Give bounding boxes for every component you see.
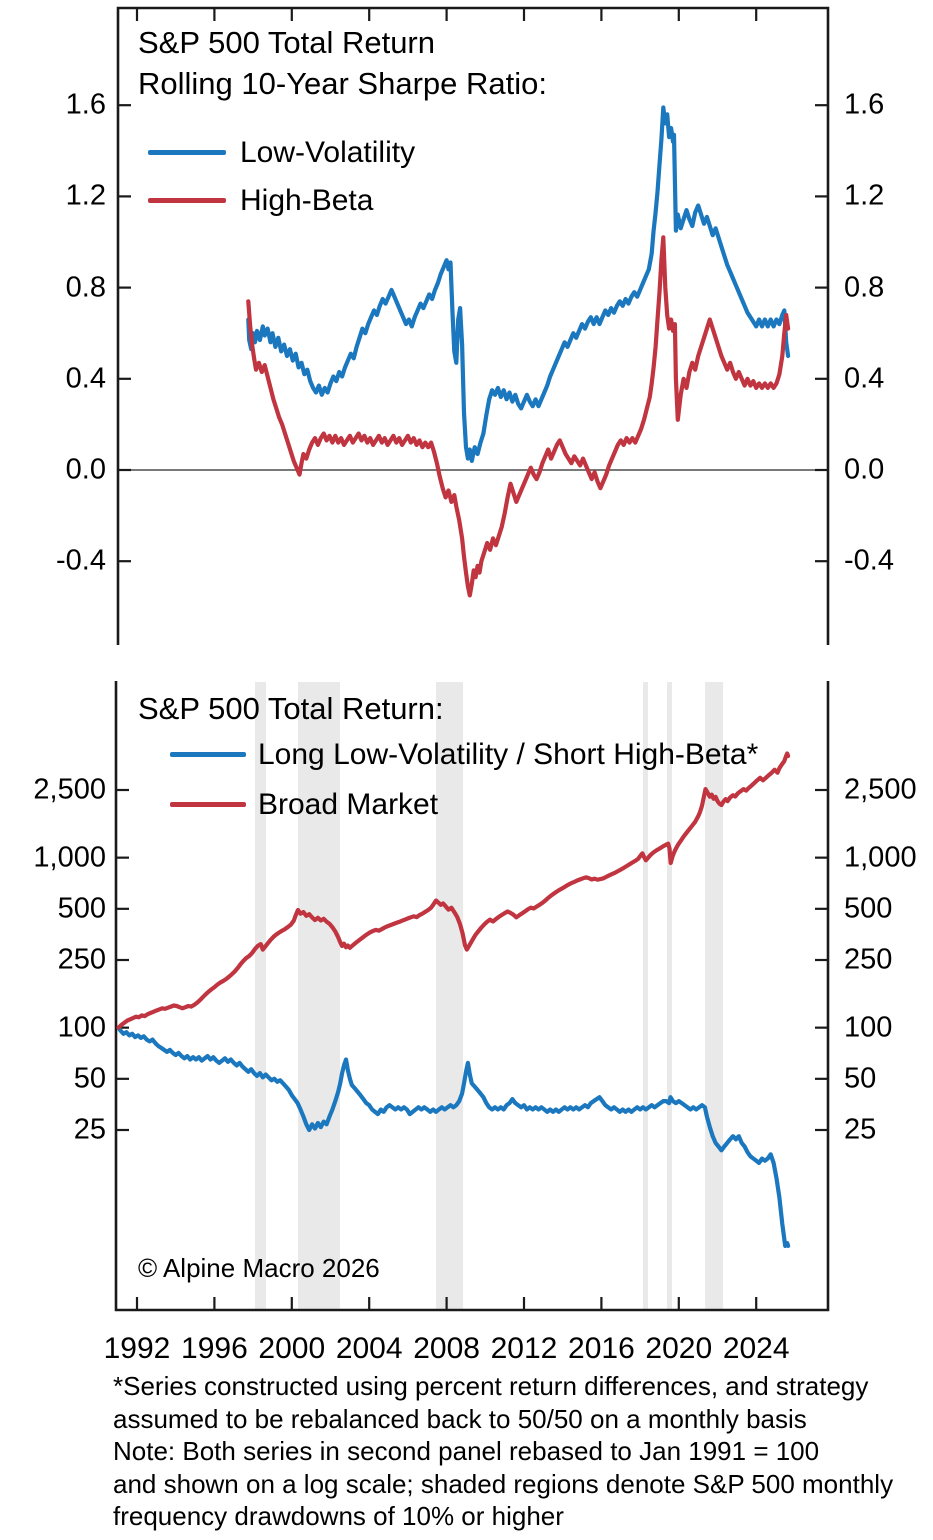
y-axis-tick-label: 2,500 — [844, 773, 917, 806]
y-axis-tick-label: -0.4 — [844, 544, 894, 577]
y-axis-labels-right: 1.6 1.2 0.8 0.4 0.0 -0.4 2,500 1,000 500 250 100 50… — [844, 0, 933, 1540]
y-axis-tick-label: 0.8 — [65, 271, 106, 304]
footnote-line: frequency drawdowns of 10% or higher — [113, 1501, 564, 1531]
y-axis-tick-label: 0.8 — [844, 271, 885, 304]
y-axis-tick-label: 1,000 — [33, 841, 106, 874]
y-axis-tick-label: 2,500 — [33, 773, 106, 806]
copyright-note: © Alpine Macro 2026 — [138, 1253, 380, 1283]
y-axis-tick-label: 25 — [73, 1113, 106, 1146]
y-axis-tick-label: 0.0 — [844, 453, 885, 486]
y-axis-tick-label: 50 — [73, 1062, 106, 1095]
y-axis-tick-label: 0.4 — [844, 362, 885, 395]
y-axis-tick-label: 250 — [57, 943, 106, 976]
x-axis-tick-label: 2012 — [490, 1332, 558, 1365]
footnote-line: Note: Both series in second panel rebase… — [113, 1436, 820, 1466]
legend-label-low-volatility: Low-Volatility — [240, 136, 416, 169]
x-axis-tick-label: 2000 — [258, 1332, 326, 1365]
sharpe-chart-title-line1: S&P 500 Total Return — [138, 25, 435, 60]
y-axis-tick-label: 500 — [844, 892, 893, 925]
sharpe-chart-title-line2: Rolling 10-Year Sharpe Ratio: — [138, 66, 547, 101]
x-axis-tick-label: 2004 — [335, 1332, 403, 1365]
y-axis-tick-label: 25 — [844, 1113, 877, 1146]
y-axis-tick-label: 250 — [844, 943, 893, 976]
y-axis-tick-label: 100 — [57, 1011, 106, 1044]
legend-label-long-short: Long Low-Volatility / Short High-Beta* — [258, 738, 759, 771]
y-axis-tick-label: 100 — [844, 1011, 893, 1044]
y-axis-tick-label: 1.6 — [844, 88, 885, 121]
y-axis-tick-label: 0.0 — [65, 453, 106, 486]
legend-label-high-beta: High-Beta — [240, 184, 374, 217]
y-axis-tick-label: -0.4 — [56, 544, 106, 577]
y-axis-tick-label: 1,000 — [844, 841, 917, 874]
y-axis-tick-label: 1.6 — [65, 88, 106, 121]
legend-swatch-broad-market — [170, 802, 246, 807]
x-axis-tick-label: 1992 — [103, 1332, 171, 1365]
y-axis-tick-label: 0.4 — [65, 362, 106, 395]
footnote-line: and shown on a log scale; shaded regions… — [113, 1468, 894, 1499]
y-axis-tick-label: 500 — [57, 892, 106, 925]
legend-swatch-long-short — [170, 752, 246, 757]
x-axis-tick-label: 2020 — [645, 1332, 713, 1365]
legend-label-broad-market: Broad Market — [258, 788, 439, 821]
performance-chart-title: S&P 500 Total Return: — [138, 691, 444, 726]
y-axis-tick-label: 50 — [844, 1062, 877, 1095]
y-axis-labels-left: 1.6 1.2 0.8 0.4 0.0 -0.4 2,500 1,000 500 250 100 50… — [0, 0, 106, 1540]
footnote: *Series constructed using percent return… — [113, 1370, 893, 1533]
footnote-line: assumed to be rebalanced back to 50/50 o… — [113, 1403, 807, 1434]
legend-swatch-low-volatility — [148, 150, 226, 155]
y-axis-tick-label: 1.2 — [65, 179, 106, 212]
legend-swatch-high-beta — [148, 198, 226, 203]
x-axis-tick-label: 2024 — [722, 1332, 790, 1365]
y-axis-tick-label: 1.2 — [844, 179, 885, 212]
x-axis-tick-label: 2008 — [413, 1332, 480, 1365]
footnote-line: *Series constructed using percent return… — [113, 1371, 869, 1401]
x-axis-tick-label: 2016 — [568, 1332, 635, 1365]
x-axis-tick-label: 1996 — [181, 1332, 248, 1365]
